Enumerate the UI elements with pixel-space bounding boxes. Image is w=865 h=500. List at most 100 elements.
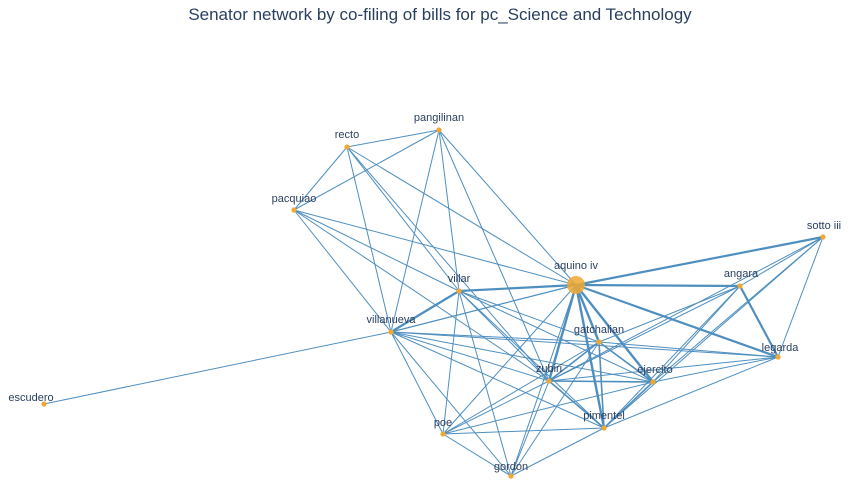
node-label-poe: poe — [434, 417, 452, 429]
edge-villar-pacquiao — [293, 209, 460, 292]
edge-aquino-iv-ejercito — [574, 283, 655, 384]
edge-pimentel-legarda — [603, 356, 779, 429]
chart-title: Senator network by co-filing of bills fo… — [188, 5, 692, 24]
node-label-pimentel: pimentel — [583, 410, 625, 422]
edge-gatchalian-angara — [598, 285, 741, 343]
node-gordon[interactable] — [508, 473, 514, 479]
node-layer — [41, 127, 826, 479]
node-recto[interactable] — [344, 144, 350, 150]
edge-angara-sotto-iii — [739, 236, 824, 287]
edge-gatchalian-legarda — [598, 341, 779, 358]
node-legarda[interactable] — [775, 354, 781, 360]
node-ejercito[interactable] — [650, 379, 656, 385]
node-poe[interactable] — [440, 431, 446, 437]
edge-layer — [43, 129, 825, 477]
node-label-legarda: legarda — [762, 342, 800, 354]
edge-poe-gordon — [442, 433, 512, 477]
edge-pimentel-sotto-iii — [603, 236, 824, 429]
edge-villar-ejercito — [458, 290, 654, 383]
edge-angara-legarda — [738, 284, 780, 359]
node-label-sotto-iii: sotto iii — [807, 220, 841, 232]
edge-gatchalian-zubiri — [548, 341, 600, 382]
edge-zubiri-gordon — [510, 380, 550, 477]
edge-aquino-iv-pangilinan — [438, 129, 577, 286]
edge-pimentel-gordon — [510, 427, 605, 477]
node-label-gatchalian: gatchalian — [574, 324, 624, 336]
edge-zubiri-sotto-iii — [548, 236, 824, 382]
edge-villanueva-pacquiao — [293, 209, 392, 333]
edge-pangilinan-pacquiao — [293, 129, 440, 211]
node-label-escudero: escudero — [8, 392, 53, 404]
edge-pangilinan-zubiri — [438, 129, 550, 382]
edge-villar-gordon — [458, 290, 512, 477]
edge-gatchalian-pimentel — [598, 341, 605, 429]
edge-aquino-iv-recto — [346, 146, 577, 286]
edge-zubiri-angara — [548, 285, 741, 382]
edge-villanueva-recto — [346, 146, 392, 333]
edge-zubiri-pimentel — [548, 380, 605, 429]
edge-villanueva-gordon — [390, 331, 512, 477]
node-sotto-iii[interactable] — [820, 234, 826, 240]
edge-pimentel-angara — [603, 285, 741, 429]
edge-villar-pangilinan — [438, 129, 460, 292]
node-label-villanueva: villanueva — [367, 314, 417, 326]
edge-villanueva-gatchalian — [390, 331, 600, 343]
node-label-gordon: gordon — [494, 461, 528, 473]
edge-aquino-iv-angara — [574, 283, 742, 288]
node-angara[interactable] — [737, 283, 743, 289]
edge-villar-pimentel — [458, 290, 605, 429]
edge-aquino-iv-pacquiao — [293, 209, 577, 286]
node-zubiri[interactable] — [546, 378, 552, 384]
edge-ejercito-poe — [442, 381, 654, 435]
edge-aquino-iv-villanueva — [390, 284, 577, 333]
edge-pimentel-poe — [442, 427, 605, 435]
edge-villar-gatchalian — [458, 290, 600, 343]
label-layer: aquino iv villar villanueva gatchalian zubir… — [8, 112, 841, 473]
node-pacquiao[interactable] — [291, 207, 297, 213]
edge-aquino-iv-gatchalian — [574, 283, 601, 344]
edge-villanueva-legarda — [390, 331, 779, 358]
edge-aquino-iv-poe — [442, 284, 577, 435]
edge-villanueva-zubiri — [390, 331, 550, 382]
node-villar[interactable] — [456, 288, 462, 294]
edge-recto-pangilinan — [346, 129, 440, 148]
edge-zubiri-legarda — [548, 356, 779, 382]
edge-aquino-iv-zubiri — [547, 283, 578, 383]
edge-villanueva-escudero — [43, 331, 392, 405]
edge-villanueva-pangilinan — [390, 129, 440, 333]
node-escudero[interactable] — [41, 401, 47, 407]
node-label-pangilinan: pangilinan — [414, 112, 464, 124]
node-label-recto: recto — [335, 129, 359, 141]
node-label-pacquiao: pacquiao — [272, 193, 317, 205]
edge-villar-villanueva — [389, 289, 461, 334]
edge-ejercito-angara — [652, 285, 741, 383]
edge-recto-zubiri — [346, 146, 550, 382]
node-villanueva[interactable] — [388, 329, 394, 335]
edge-zubiri-ejercito — [548, 380, 654, 383]
edge-aquino-iv-sotto-iii — [574, 235, 825, 287]
edge-villanueva-pimentel — [390, 331, 605, 429]
node-aquino-iv[interactable] — [567, 276, 585, 294]
edge-aquino-iv-villar — [457, 283, 578, 293]
edge-villar-zubiri — [458, 290, 550, 382]
node-label-ejercito: ejercito — [637, 364, 672, 376]
node-label-zubiri: zubiri — [536, 363, 562, 375]
node-label-aquino-iv: aquino iv — [554, 260, 599, 272]
edge-pacquiao-zubiri — [293, 209, 550, 382]
edge-aquino-iv-legarda — [574, 283, 780, 359]
edge-gatchalian-ejercito — [598, 341, 654, 383]
edge-villar-poe — [442, 290, 460, 435]
edge-villanueva-ejercito — [390, 331, 654, 383]
node-gatchalian[interactable] — [596, 339, 602, 345]
node-label-villar: villar — [448, 273, 471, 285]
edge-gatchalian-gordon — [510, 341, 600, 477]
edge-villanueva-poe — [390, 331, 444, 435]
node-pimentel[interactable] — [601, 425, 607, 431]
edge-gatchalian-poe — [442, 341, 600, 435]
edge-sotto-iii-legarda — [777, 236, 824, 358]
edge-ejercito-legarda — [652, 356, 779, 383]
node-pangilinan[interactable] — [436, 127, 442, 133]
edge-recto-pacquiao — [293, 146, 348, 211]
